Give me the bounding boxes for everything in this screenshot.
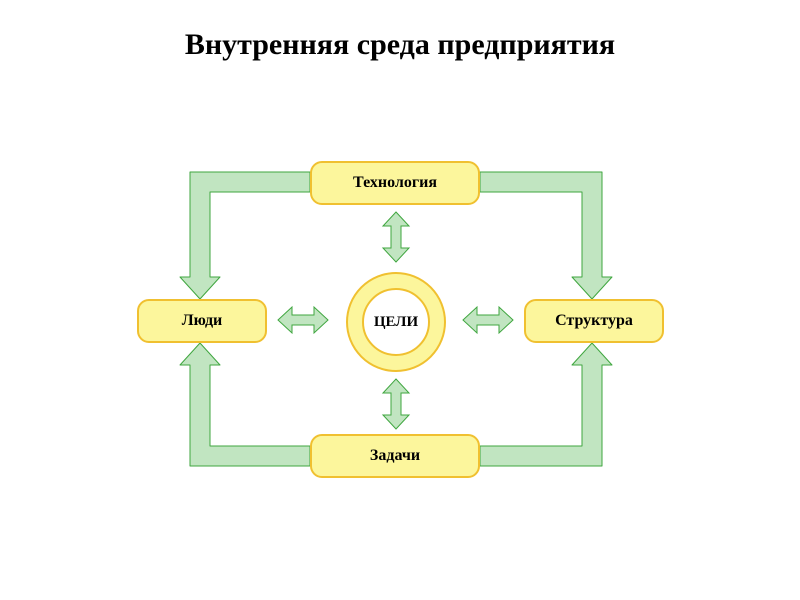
- node-structure-label: Структура: [555, 312, 633, 330]
- ring-inner: ЦЕЛИ: [362, 288, 430, 356]
- node-structure: Структура: [524, 299, 664, 343]
- node-goals-label: ЦЕЛИ: [374, 314, 418, 331]
- elbow-arrow-bottom-to-right: [480, 343, 612, 466]
- node-goals: ЦЕЛИ: [346, 272, 446, 372]
- elbow-arrow-top-to-left: [180, 172, 310, 299]
- node-technology: Технология: [310, 161, 480, 205]
- node-tasks-label: Задачи: [370, 447, 420, 465]
- double-arrow-center-left: [278, 307, 328, 333]
- double-arrow-center-bottom: [383, 379, 409, 429]
- node-people: Люди: [137, 299, 267, 343]
- double-arrow-center-top: [383, 212, 409, 262]
- double-arrow-center-right: [463, 307, 513, 333]
- node-people-label: Люди: [182, 312, 223, 330]
- node-tasks: Задачи: [310, 434, 480, 478]
- elbow-arrow-top-to-right: [480, 172, 612, 299]
- elbow-arrow-bottom-to-left: [180, 343, 310, 466]
- slide-root: { "title": { "text": "Внутренняя среда п…: [0, 0, 800, 600]
- node-technology-label: Технология: [353, 174, 437, 192]
